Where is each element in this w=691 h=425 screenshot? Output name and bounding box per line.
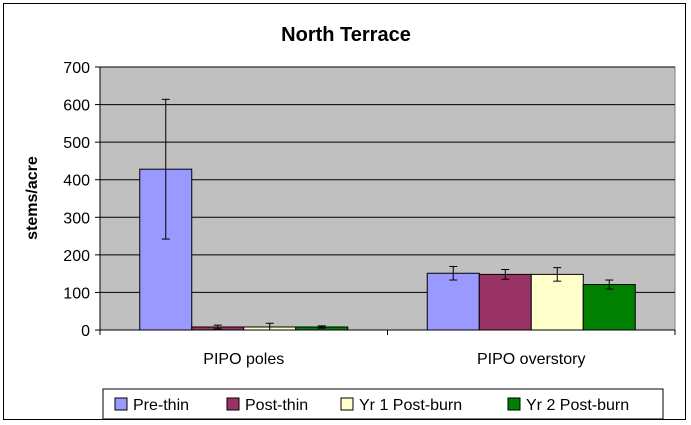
legend-entry: Yr 1 Post-burn <box>359 397 462 414</box>
legend-swatch <box>507 397 521 411</box>
x-category-label: PIPO poles <box>203 351 284 368</box>
legend-box <box>102 388 664 420</box>
y-tick-label: 0 <box>81 323 90 340</box>
bar <box>530 273 584 331</box>
y-tick-label: 400 <box>63 173 90 190</box>
y-tick-label: 600 <box>63 98 90 115</box>
bar <box>478 273 532 331</box>
plot-area: 0 100 200 300 400 500 600 700 PIPO poles PIPO ove… <box>63 60 676 368</box>
y-tick-label: 200 <box>63 248 90 265</box>
bar <box>426 272 480 331</box>
legend: Pre-thin Post-thin Yr 1 Post-burn Yr 2 Post… <box>102 388 664 420</box>
y-tick-label: 500 <box>63 135 90 152</box>
y-tick-label: 300 <box>63 210 90 227</box>
legend-entry: Post-thin <box>245 397 308 414</box>
legend-swatch <box>226 397 240 411</box>
y-tick-label: 100 <box>63 285 90 302</box>
y-tick-label: 700 <box>63 60 90 77</box>
y-axis-label: stems/acre <box>24 156 41 240</box>
legend-entry: Pre-thin <box>133 397 189 414</box>
legend-swatch <box>114 397 128 411</box>
x-category-label: PIPO overstory <box>477 351 585 368</box>
legend-swatch <box>340 397 354 411</box>
bar <box>582 284 636 331</box>
chart-title: North Terrace <box>281 24 411 46</box>
legend-entry: Yr 2 Post-burn <box>526 397 629 414</box>
